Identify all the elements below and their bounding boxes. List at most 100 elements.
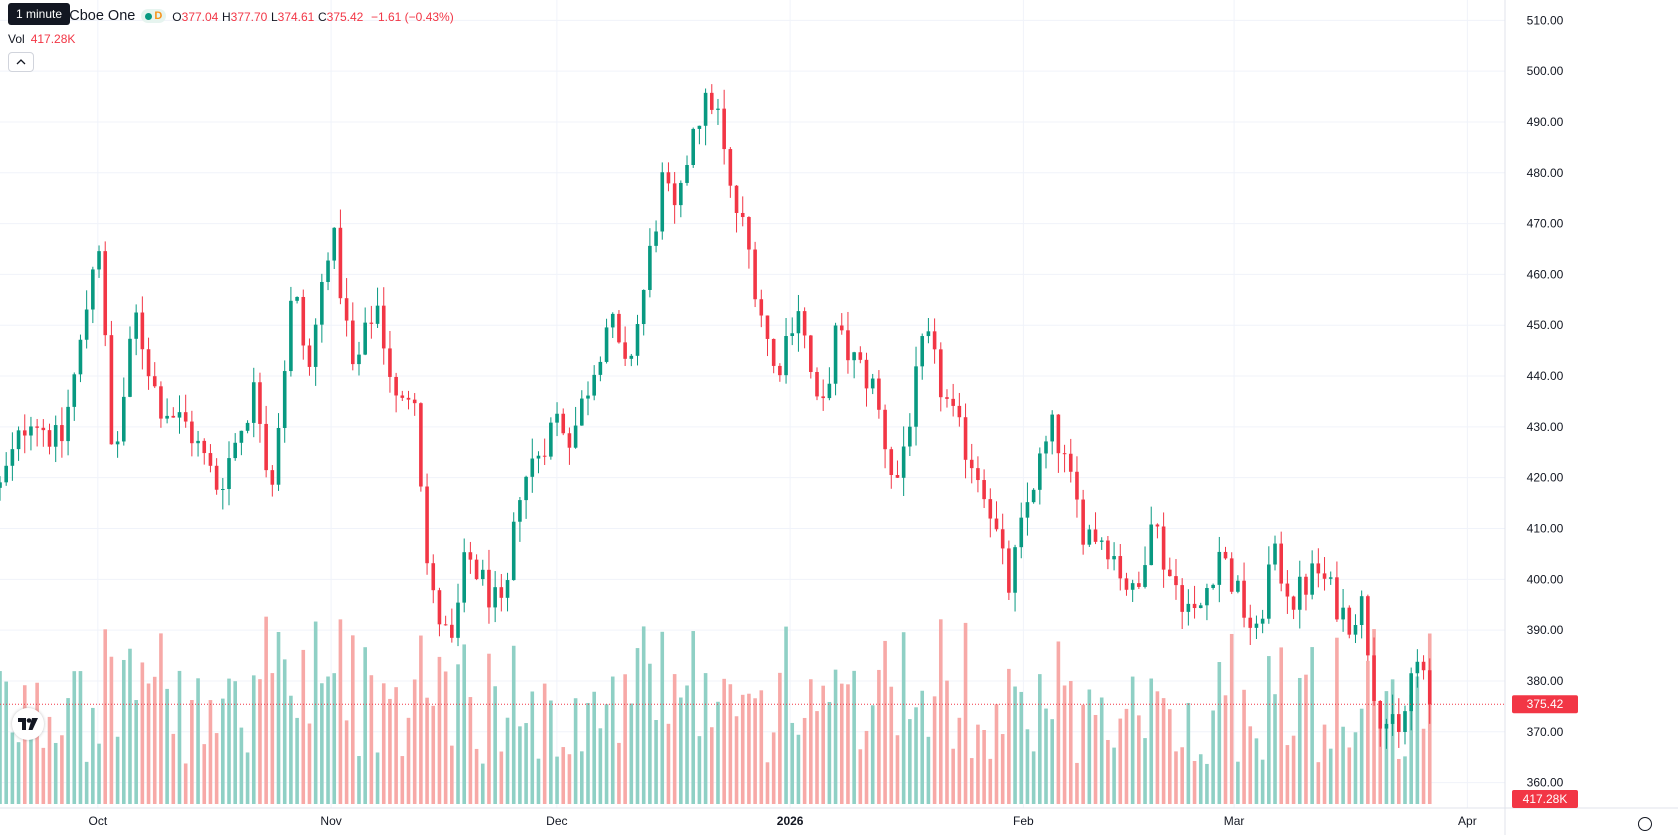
- collapse-legend-button[interactable]: [8, 52, 34, 72]
- volume-bar: [22, 685, 27, 804]
- candle-body: [827, 383, 832, 399]
- candle-body: [716, 108, 720, 110]
- volume-bar: [1106, 739, 1110, 804]
- volume-bar: [883, 640, 887, 804]
- volume-bar: [580, 751, 584, 804]
- candle-body: [1316, 563, 1321, 574]
- candle-body: [258, 382, 262, 424]
- volume-bar: [128, 648, 132, 804]
- tradingview-logo[interactable]: [12, 708, 44, 740]
- volume-bar: [796, 734, 801, 804]
- candle-body: [815, 371, 819, 397]
- candle-body: [103, 251, 108, 336]
- candle-body: [969, 459, 974, 469]
- volume-value: 417.28K: [30, 32, 76, 46]
- volume-bar: [666, 723, 671, 804]
- candle-body: [487, 569, 491, 608]
- candlesticks: [0, 84, 1432, 749]
- candle-body: [152, 376, 157, 387]
- candle-body: [846, 330, 850, 361]
- candle-body: [177, 412, 182, 418]
- volume-bar: [431, 705, 436, 804]
- volume-bar: [381, 683, 386, 804]
- price-axis[interactable]: 360.00 370.00 380.00 390.00 400.00 410.00 420.…: [1527, 13, 1564, 789]
- volume-label: Vol: [8, 32, 25, 46]
- volume-bar: [1124, 708, 1129, 804]
- volume-bar: [914, 707, 918, 804]
- volume-bar: [994, 704, 999, 804]
- candle-body: [301, 296, 306, 346]
- volume-bar: [524, 723, 528, 804]
- candle-body: [84, 309, 89, 340]
- time-axis[interactable]: Oct Nov Dec 2026 Feb Mar Apr: [88, 814, 1476, 828]
- volume-bar: [1353, 732, 1358, 804]
- candle-body: [784, 335, 788, 376]
- candle-body: [53, 425, 58, 447]
- volume-bar: [109, 656, 114, 804]
- candle-body: [437, 590, 442, 625]
- candle-body: [1384, 723, 1389, 729]
- volume-bar: [660, 631, 665, 804]
- candle-body: [29, 426, 33, 436]
- candle-body: [78, 339, 83, 375]
- volume-bar: [47, 716, 52, 804]
- candle-body: [821, 396, 825, 399]
- volume-bar: [369, 675, 374, 804]
- settings-gear-icon[interactable]: [1638, 817, 1652, 831]
- volume-bar: [1198, 754, 1203, 804]
- candle-body: [1279, 543, 1284, 584]
- volume-bar: [480, 763, 485, 804]
- candle-body: [604, 327, 609, 362]
- volume-bar: [425, 697, 429, 804]
- candle-body: [753, 249, 757, 300]
- volume-bar: [753, 698, 757, 804]
- volume-bar: [115, 736, 120, 804]
- volume-bar: [1236, 761, 1240, 804]
- volume-bar: [1310, 647, 1314, 804]
- open-label: O: [172, 9, 182, 24]
- volume-bar: [623, 674, 627, 804]
- volume-bar: [1130, 676, 1135, 804]
- last-price-tag: [1512, 695, 1578, 714]
- candle-body: [809, 335, 813, 372]
- volume-bar: [208, 700, 213, 804]
- volume-bar: [289, 695, 293, 804]
- volume-bar: [858, 749, 863, 804]
- volume-bar: [926, 736, 931, 804]
- candle-body: [332, 227, 337, 261]
- candle-body: [901, 446, 906, 478]
- y-tick-label: 480.00: [1527, 166, 1564, 180]
- candle-body: [499, 587, 504, 598]
- market-status[interactable]: D: [141, 9, 167, 23]
- volume-bar: [493, 686, 497, 804]
- volume-bar: [29, 729, 33, 804]
- volume-bar: [1019, 691, 1024, 804]
- candle-body: [623, 342, 627, 359]
- candle-body: [561, 413, 566, 434]
- candle-body: [592, 374, 596, 396]
- volume-bar: [1205, 763, 1209, 804]
- volume-bar: [474, 748, 479, 804]
- chevron-up-icon: [16, 59, 26, 65]
- volume-bar: [406, 717, 411, 804]
- candle-body: [852, 352, 856, 361]
- candle-body: [4, 465, 8, 483]
- volume-bar: [870, 705, 875, 804]
- candle-body: [598, 361, 603, 375]
- candle-body: [307, 345, 312, 367]
- candle-body: [60, 425, 64, 442]
- volume-bar: [60, 735, 64, 804]
- candle-body: [72, 374, 77, 407]
- candle-body: [1013, 547, 1017, 593]
- candle-body: [660, 172, 665, 232]
- candle-body: [542, 455, 547, 457]
- candle-body: [654, 231, 658, 246]
- high-value: 377.70: [230, 9, 268, 24]
- candle-body: [1038, 453, 1042, 490]
- volume-bar: [567, 754, 572, 804]
- candle-body: [635, 324, 640, 356]
- volume-bar: [1211, 710, 1215, 804]
- volume-bar: [202, 744, 207, 804]
- volume-bar: [165, 688, 169, 804]
